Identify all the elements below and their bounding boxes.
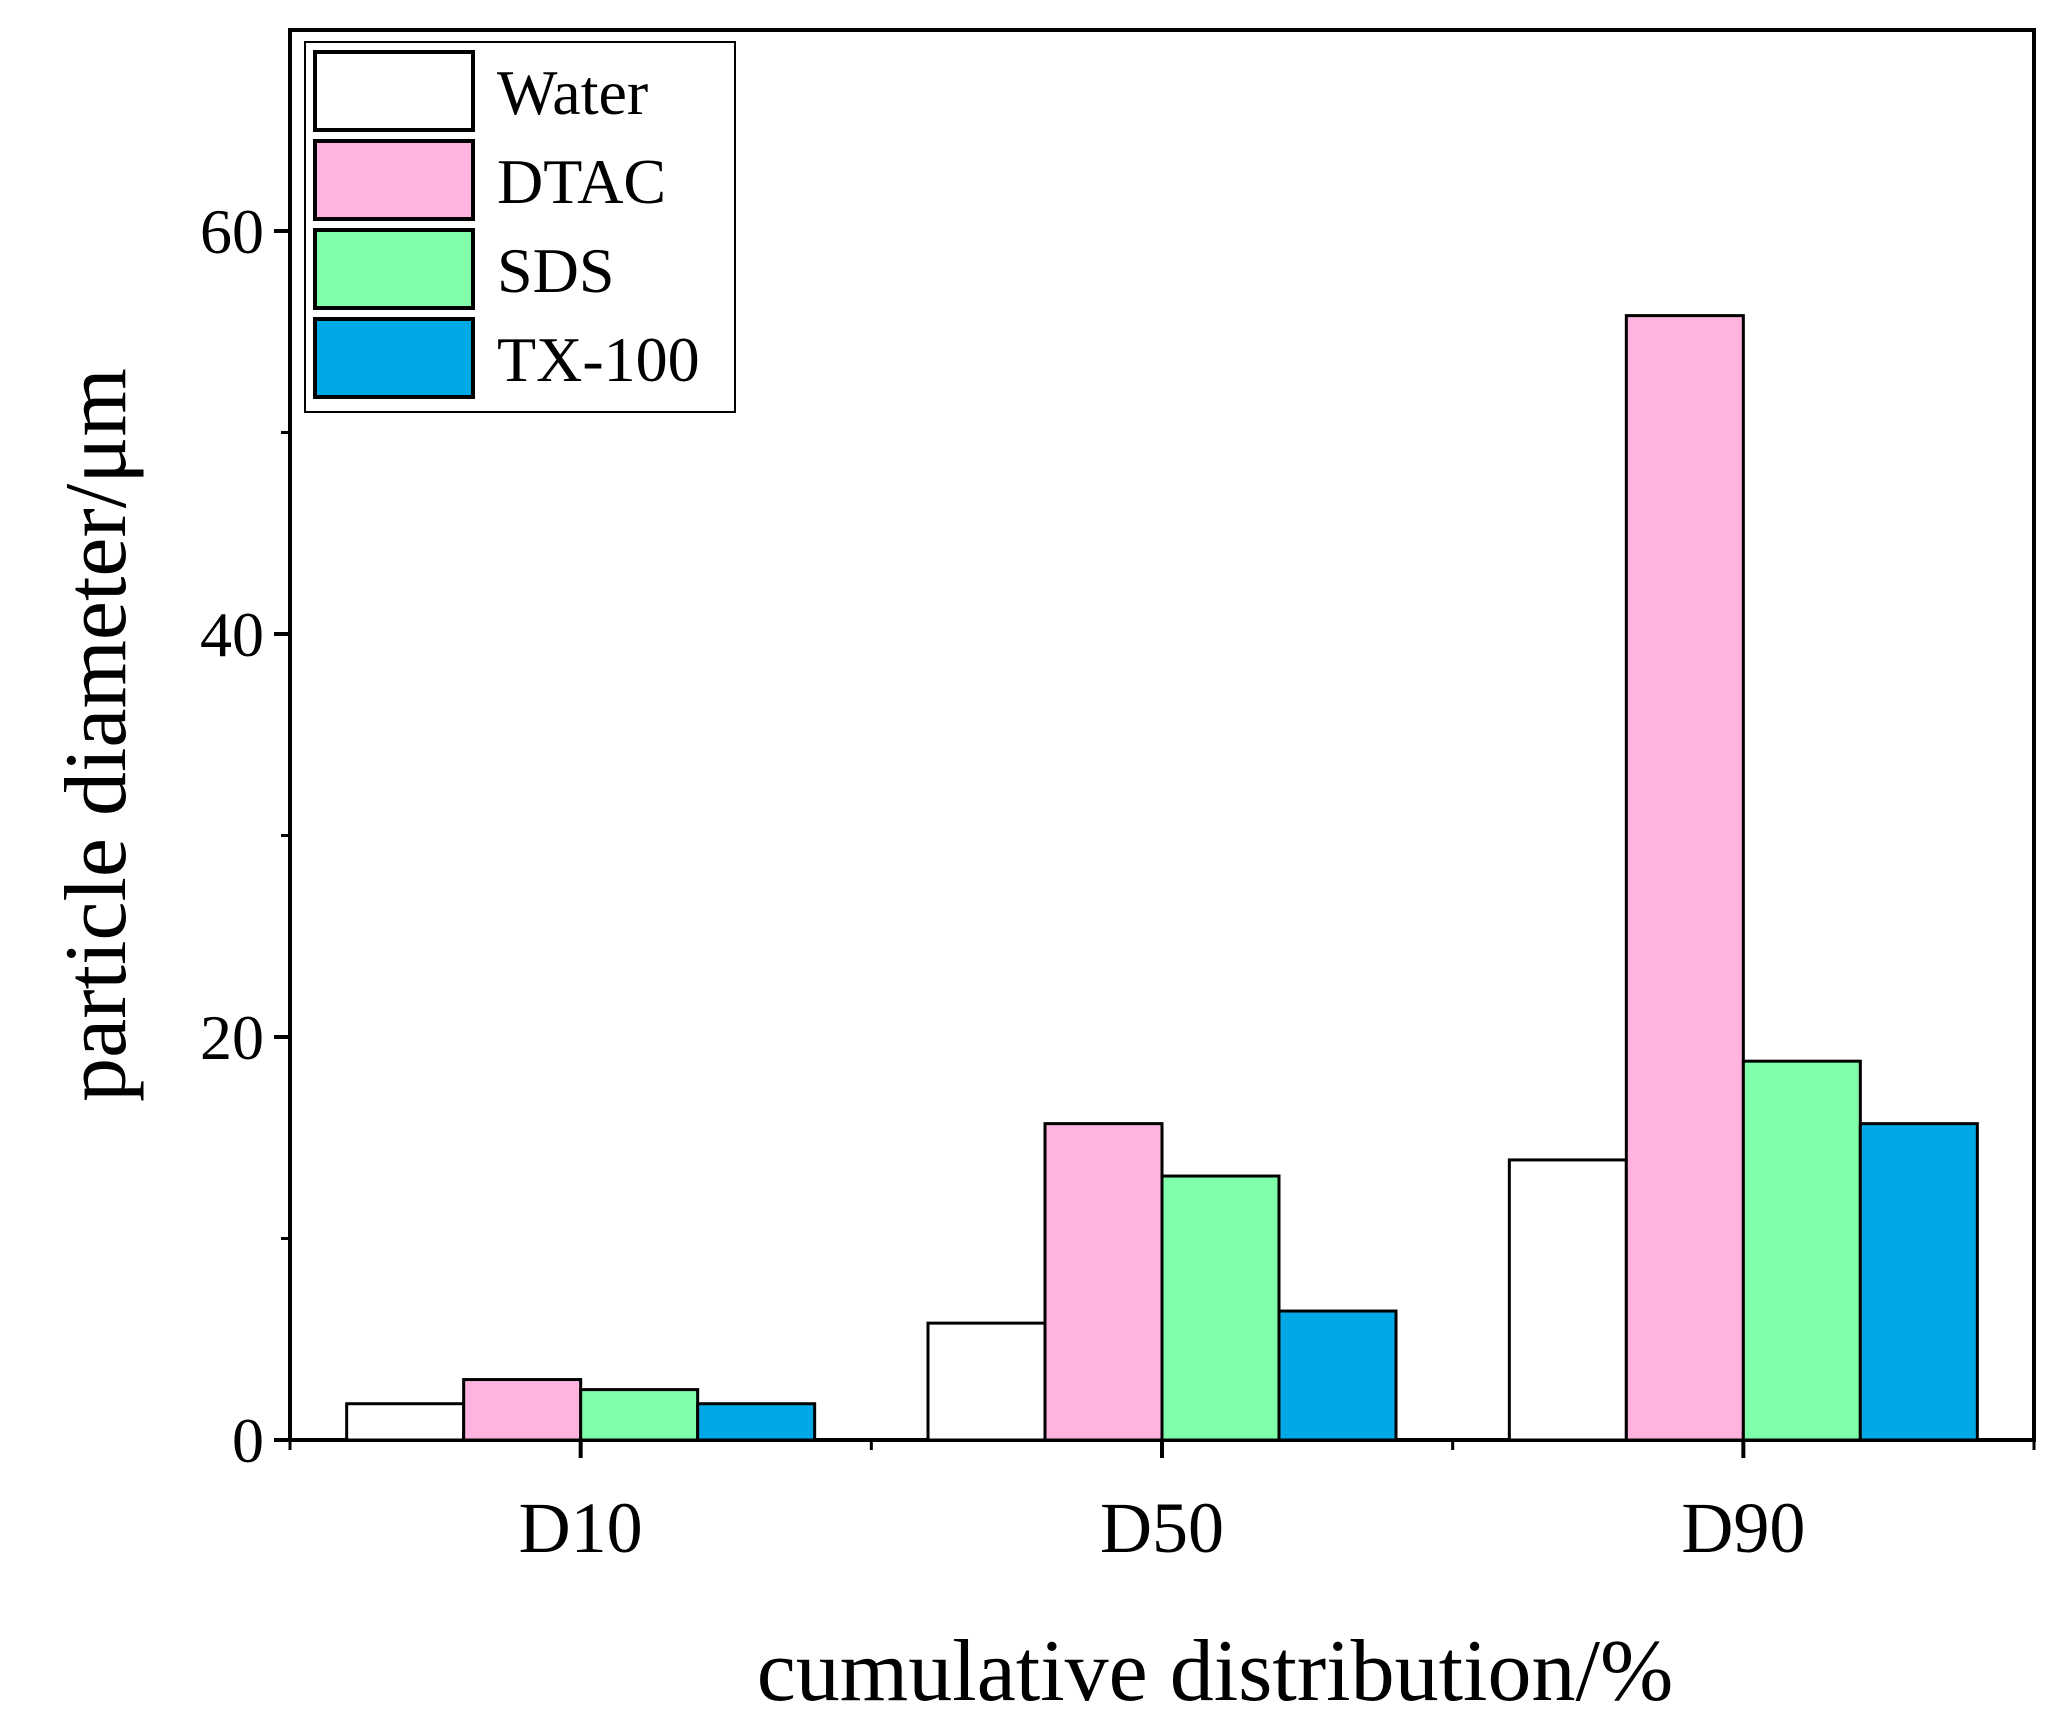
bar-sds-d10 (579, 1388, 700, 1442)
y-tick-label: 40 (200, 599, 264, 670)
y-tick-label: 0 (232, 1405, 264, 1476)
bar-dtac-d90 (1624, 314, 1745, 1442)
legend: Water DTAC SDS TX-100 (304, 41, 736, 413)
bar-tx-100-d10 (696, 1402, 817, 1442)
legend-label: SDS (497, 235, 614, 306)
legend-swatch (313, 228, 475, 310)
x-tick-label: D50 (1100, 1488, 1224, 1568)
legend-swatch (313, 317, 475, 399)
axes-group: 0 20 40 60 D10 D50 D90 (200, 196, 2036, 1568)
legend-label: Water (497, 57, 648, 128)
bar-tx-100-d50 (1277, 1309, 1398, 1442)
x-tick-label: D90 (1681, 1488, 1805, 1568)
y-tick-label: 20 (200, 1002, 264, 1073)
bars-group (345, 314, 1979, 1442)
legend-label: TX-100 (497, 324, 700, 395)
bar-water-d50 (926, 1321, 1047, 1442)
y-tick-label: 60 (200, 196, 264, 267)
bar-sds-d90 (1741, 1059, 1862, 1442)
x-tick-label: D10 (519, 1488, 643, 1568)
legend-swatch (313, 50, 475, 132)
bar-tx-100-d90 (1858, 1122, 1979, 1442)
bar-water-d90 (1507, 1158, 1628, 1442)
bar-dtac-d50 (1043, 1122, 1164, 1442)
bar-dtac-d10 (462, 1378, 583, 1442)
x-axis-label: cumulative distribution/% (757, 1623, 1674, 1720)
legend-label: DTAC (497, 146, 666, 217)
y-axis-label: particle diameter/μm (48, 368, 145, 1102)
bar-water-d10 (345, 1402, 466, 1442)
legend-swatch (313, 139, 475, 221)
bar-sds-d50 (1160, 1174, 1281, 1442)
